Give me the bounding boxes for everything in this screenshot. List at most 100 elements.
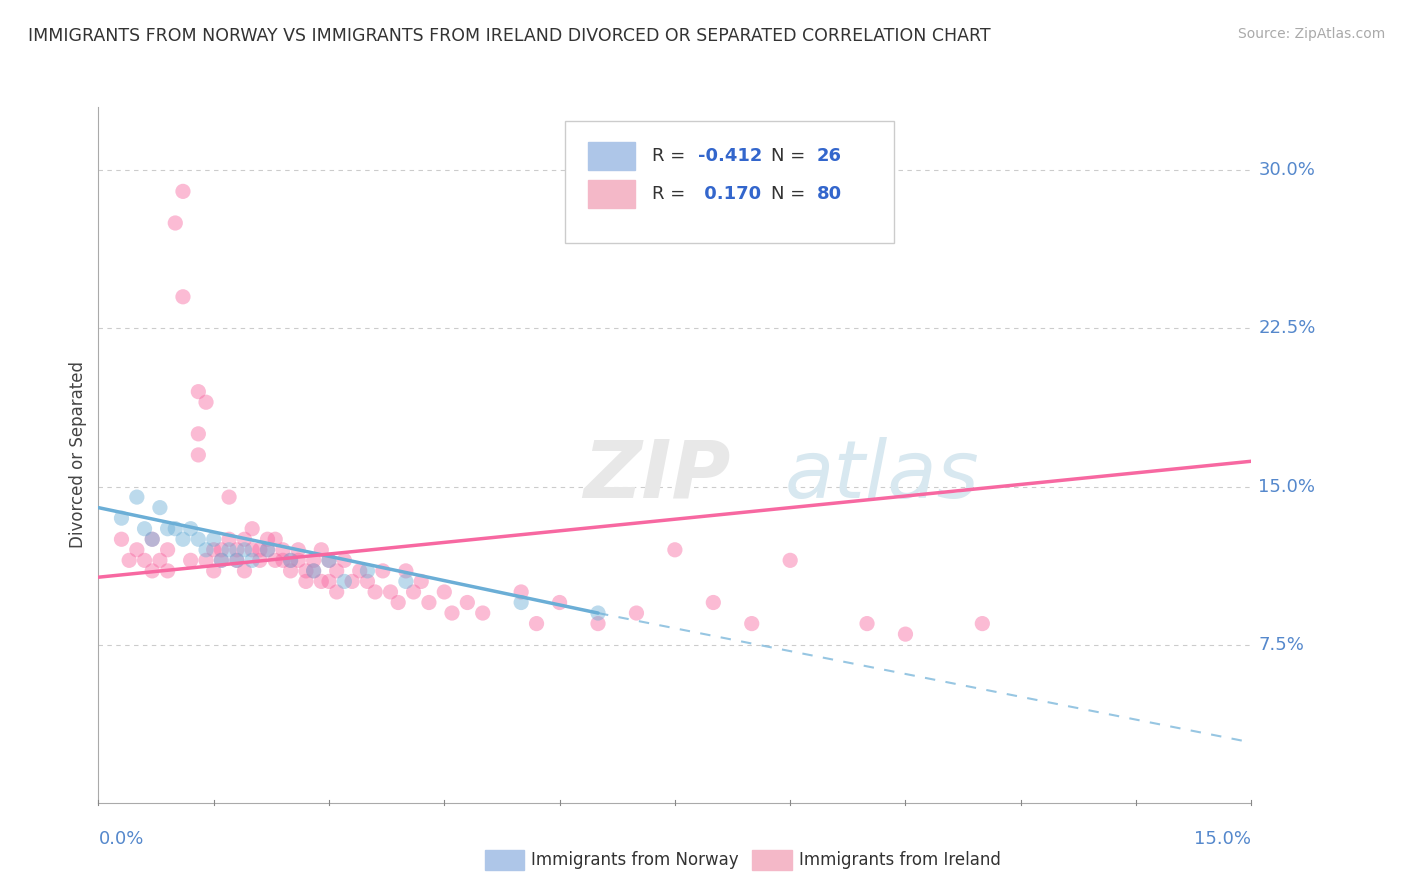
Point [110, 533, 132, 547]
Text: 15.0%: 15.0% [1258, 477, 1316, 496]
Point [395, 574, 418, 589]
Point [325, 585, 347, 599]
Point [165, 216, 187, 230]
Point [233, 564, 256, 578]
Text: Source: ZipAtlas.com: Source: ZipAtlas.com [1237, 27, 1385, 41]
Text: ZIP: ZIP [582, 437, 730, 515]
Point [240, 522, 263, 536]
Point [779, 553, 801, 567]
Point [356, 564, 378, 578]
Point [271, 553, 294, 567]
Point [149, 500, 172, 515]
Point [225, 542, 247, 557]
Point [202, 542, 225, 557]
Text: Immigrants from Norway: Immigrants from Norway [531, 851, 740, 869]
Point [664, 542, 686, 557]
Point [218, 542, 240, 557]
Text: IMMIGRANTS FROM NORWAY VS IMMIGRANTS FROM IRELAND DIVORCED OR SEPARATED CORRELAT: IMMIGRANTS FROM NORWAY VS IMMIGRANTS FRO… [28, 27, 991, 45]
Point [371, 564, 394, 578]
Point [134, 553, 156, 567]
Point [195, 553, 218, 567]
Point [318, 553, 340, 567]
Point [172, 185, 194, 199]
Point [586, 616, 609, 631]
Point [287, 542, 309, 557]
Text: R =: R = [652, 147, 690, 165]
Point [202, 533, 225, 547]
Text: 30.0%: 30.0% [1258, 161, 1315, 179]
Point [156, 522, 179, 536]
Point [264, 553, 287, 567]
Point [240, 542, 263, 557]
Point [526, 616, 548, 631]
Text: 26: 26 [817, 147, 842, 165]
Point [256, 542, 278, 557]
Text: atlas: atlas [785, 437, 979, 515]
Point [349, 564, 371, 578]
Point [195, 395, 218, 409]
Text: 15.0%: 15.0% [1194, 830, 1251, 847]
Point [295, 564, 318, 578]
Text: N =: N = [770, 185, 811, 203]
Point [249, 553, 271, 567]
Point [233, 542, 256, 557]
Point [165, 522, 187, 536]
Point [318, 553, 340, 567]
Point [856, 616, 879, 631]
Point [548, 595, 571, 609]
Point [586, 606, 609, 620]
Text: 7.5%: 7.5% [1258, 636, 1305, 654]
Point [180, 522, 202, 536]
Point [395, 564, 418, 578]
Point [118, 553, 141, 567]
Point [110, 511, 132, 525]
Point [402, 585, 425, 599]
Point [149, 553, 172, 567]
Point [233, 533, 256, 547]
Point [333, 553, 356, 567]
Point [280, 553, 302, 567]
Point [510, 595, 533, 609]
Point [972, 616, 994, 631]
Text: -0.412: -0.412 [697, 147, 762, 165]
Point [418, 595, 440, 609]
Point [125, 490, 148, 504]
Point [202, 564, 225, 578]
Point [325, 564, 347, 578]
Point [280, 564, 302, 578]
Point [172, 533, 194, 547]
Point [311, 574, 333, 589]
Point [134, 522, 156, 536]
FancyBboxPatch shape [588, 180, 634, 208]
Text: 22.5%: 22.5% [1258, 319, 1316, 337]
Point [180, 553, 202, 567]
Point [387, 595, 409, 609]
Point [894, 627, 917, 641]
Text: 0.170: 0.170 [697, 185, 761, 203]
FancyBboxPatch shape [588, 142, 634, 169]
Point [209, 553, 232, 567]
Point [156, 542, 179, 557]
Point [741, 616, 763, 631]
Point [209, 553, 232, 567]
Point [302, 553, 325, 567]
Point [280, 553, 302, 567]
Point [302, 564, 325, 578]
Point [125, 542, 148, 557]
Point [225, 553, 247, 567]
Point [225, 553, 247, 567]
Point [440, 606, 463, 620]
Point [141, 533, 163, 547]
Text: 80: 80 [817, 185, 842, 203]
Text: N =: N = [770, 147, 811, 165]
Point [187, 426, 209, 441]
Y-axis label: Divorced or Separated: Divorced or Separated [69, 361, 87, 549]
Point [318, 574, 340, 589]
Text: R =: R = [652, 185, 690, 203]
Point [264, 533, 287, 547]
Point [311, 542, 333, 557]
Point [471, 606, 494, 620]
Point [433, 585, 456, 599]
Point [626, 606, 648, 620]
Point [141, 564, 163, 578]
